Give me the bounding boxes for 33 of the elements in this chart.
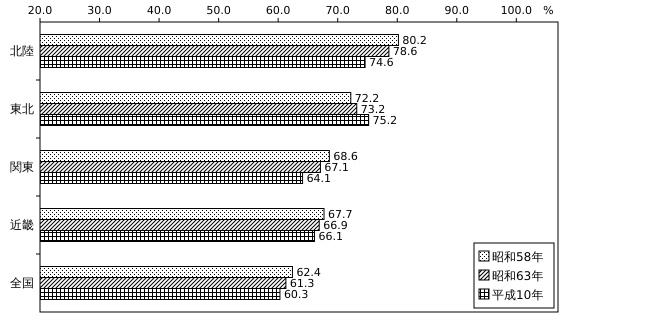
legend-label: 平成10年 xyxy=(492,288,544,302)
data-label: 67.7 xyxy=(328,208,353,221)
x-tick-label: 90.0 xyxy=(444,4,470,17)
data-label: 78.6 xyxy=(392,45,418,58)
data-label: 74.6 xyxy=(369,56,394,69)
x-tick-label: 100.0 xyxy=(500,4,532,17)
x-tick-label: 80.0 xyxy=(384,4,410,17)
data-label: 67.1 xyxy=(324,161,349,174)
x-tick-label: 30.0 xyxy=(87,4,112,17)
data-label: 61.3 xyxy=(290,277,314,290)
data-label: 68.6 xyxy=(333,150,358,163)
y-tick-label: 東北 xyxy=(10,102,34,116)
data-label: 66.1 xyxy=(318,230,343,243)
data-label: 75.2 xyxy=(372,114,398,127)
x-tick-label: 70.0 xyxy=(325,4,350,17)
legend-label: 昭和58年 xyxy=(492,250,544,264)
data-label: 80.2 xyxy=(402,34,427,47)
y-tick-label: 全国 xyxy=(10,276,34,290)
data-label: 66.9 xyxy=(323,219,348,232)
y-tick-label: 北陸 xyxy=(10,44,34,58)
x-tick-label: 40.0 xyxy=(146,4,172,17)
data-label: 64.1 xyxy=(306,172,332,185)
data-label: 73.2 xyxy=(360,103,386,116)
x-tick-label: 20.0 xyxy=(28,4,52,17)
x-tick-label: 50.0 xyxy=(206,4,231,17)
data-label: 72.2 xyxy=(354,92,380,105)
legend-label: 昭和63年 xyxy=(492,269,544,283)
data-label: 62.4 xyxy=(296,266,321,279)
y-tick-label: 近畿 xyxy=(10,218,34,232)
x-tick-label: 60.0 xyxy=(266,4,290,17)
x-axis-title: % xyxy=(543,4,554,17)
data-label: 60.3 xyxy=(284,288,308,301)
y-tick-label: 関東 xyxy=(10,160,34,174)
